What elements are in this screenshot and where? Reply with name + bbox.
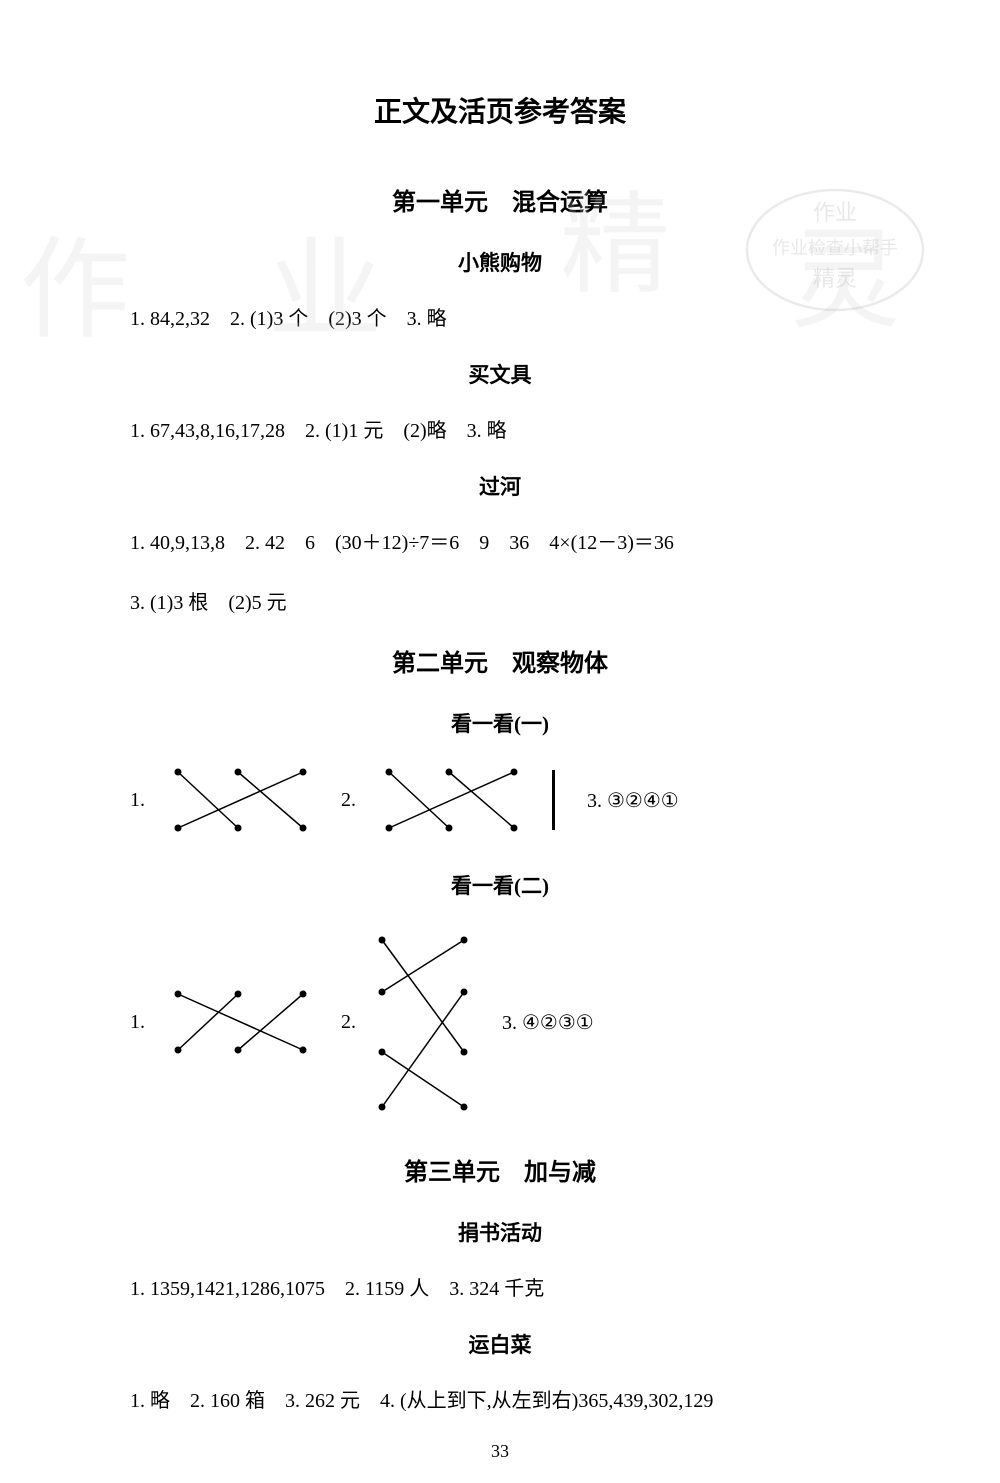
unit3-title: 第三单元 加与减 bbox=[130, 1152, 870, 1187]
look2-diagram1 bbox=[153, 982, 323, 1062]
unit2-title: 第二单元 观察物体 bbox=[130, 643, 870, 678]
watermark-char-3: 精 bbox=[560, 155, 670, 315]
look2-q2: 2. bbox=[341, 922, 484, 1122]
look1-diagram1 bbox=[153, 760, 323, 840]
unit1-sec0-sub: 小熊购物 bbox=[130, 247, 870, 277]
unit1-sec2-line2: 3. (1)3 根 (2)5 元 bbox=[130, 583, 870, 623]
look2-q1-label: 1. bbox=[130, 1011, 145, 1034]
page-number: 33 bbox=[130, 1441, 870, 1462]
look1-q2-label: 2. bbox=[341, 789, 356, 812]
look2-q1: 1. bbox=[130, 982, 323, 1062]
unit1-sec2-sub: 过河 bbox=[130, 471, 870, 501]
look1-q2: 2. bbox=[341, 760, 534, 840]
look1-q1: 1. bbox=[130, 760, 323, 840]
page-title: 正文及活页参考答案 bbox=[130, 90, 870, 130]
unit3-sec0-line: 1. 1359,1421,1286,1075 2. 1159 人 3. 324 … bbox=[130, 1269, 870, 1309]
look2-q3-label: 3. ④②③① bbox=[502, 1010, 594, 1035]
unit1-sec0-line: 1. 84,2,32 2. (1)3 个 (2)3 个 3. 略 bbox=[130, 299, 870, 339]
watermark-char-1: 作 bbox=[20, 200, 130, 360]
look2-diagram2 bbox=[364, 922, 484, 1122]
look1-q1-label: 1. bbox=[130, 789, 145, 812]
look2-q2-label: 2. bbox=[341, 1011, 356, 1034]
unit3-sec1-line: 1. 略 2. 160 箱 3. 262 元 4. (从上到下,从左到右)365… bbox=[130, 1381, 870, 1421]
look1-q3-label: 3. ③②④① bbox=[587, 788, 679, 813]
look2-q3: 3. ④②③① bbox=[502, 1010, 594, 1035]
unit3-sec1-sub: 运白菜 bbox=[130, 1329, 870, 1359]
look2-row: 1. 2. 3. ④②③① bbox=[130, 922, 870, 1122]
unit1-sec2-line1: 1. 40,9,13,8 2. 42 6 (30＋12)÷7＝6 9 36 4×… bbox=[130, 523, 870, 563]
unit1-sec1-sub: 买文具 bbox=[130, 359, 870, 389]
unit2-look2-sub: 看一看(二) bbox=[130, 870, 870, 900]
unit1-sec1-line: 1. 67,43,8,16,17,28 2. (1)1 元 (2)略 3. 略 bbox=[130, 411, 870, 451]
look1-q3: 3. ③②④① bbox=[587, 788, 679, 813]
look1-row: 1. 2. 3. ③②④① bbox=[130, 760, 870, 840]
unit1-title: 第一单元 混合运算 bbox=[130, 182, 870, 217]
unit3-sec0-sub: 捐书活动 bbox=[130, 1217, 870, 1247]
vertical-divider bbox=[552, 770, 555, 830]
unit2-look1-sub: 看一看(一) bbox=[130, 708, 870, 738]
look1-diagram2 bbox=[364, 760, 534, 840]
